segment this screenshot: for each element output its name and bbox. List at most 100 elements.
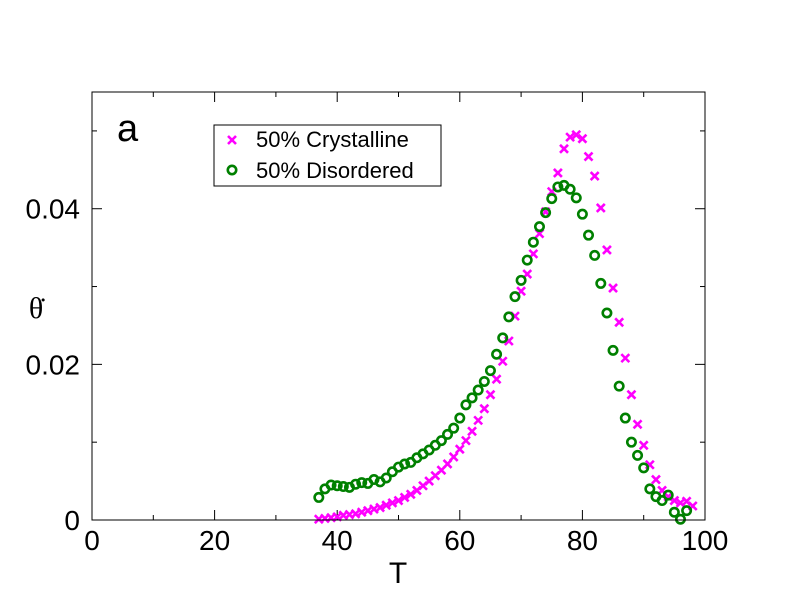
data-point-crystalline bbox=[399, 492, 410, 503]
data-point-crystalline bbox=[638, 440, 649, 451]
data-point-disordered bbox=[552, 181, 564, 193]
data-point-crystalline bbox=[497, 356, 508, 367]
data-point-disordered bbox=[350, 478, 362, 490]
data-point-disordered bbox=[521, 254, 533, 266]
data-point-disordered bbox=[356, 477, 368, 489]
data-point-disordered bbox=[497, 332, 509, 344]
data-point-disordered bbox=[533, 221, 545, 233]
y-tick-label: 0.04 bbox=[26, 194, 81, 225]
data-point-disordered bbox=[595, 277, 607, 289]
axis-tick-labels: 0 20 40 60 80 100 0 0.02 0.04 bbox=[26, 194, 729, 556]
data-point-disordered bbox=[337, 481, 349, 493]
data-point-disordered bbox=[674, 513, 686, 525]
data-point-crystalline bbox=[467, 426, 477, 437]
data-point-disordered bbox=[638, 462, 650, 474]
data-point-disordered bbox=[313, 491, 325, 503]
data-point-crystalline bbox=[559, 143, 569, 154]
series-disordered bbox=[313, 179, 693, 525]
plot-frame bbox=[91, 91, 706, 521]
data-point-crystalline bbox=[565, 132, 576, 143]
data-point-crystalline bbox=[620, 353, 631, 364]
data-point-crystalline bbox=[614, 317, 625, 328]
legend-marker-crystalline bbox=[227, 135, 237, 145]
data-point-crystalline bbox=[387, 497, 398, 508]
data-point-disordered bbox=[460, 399, 472, 411]
data-point-disordered bbox=[681, 505, 693, 517]
data-point-crystalline bbox=[571, 129, 582, 140]
data-point-disordered bbox=[442, 428, 454, 440]
data-point-disordered bbox=[454, 412, 466, 424]
data-point-disordered bbox=[515, 274, 527, 286]
data-point-disordered bbox=[435, 435, 447, 447]
data-point-crystalline bbox=[583, 151, 594, 162]
panel-label: a bbox=[117, 108, 139, 150]
y-tick-label: 0.02 bbox=[26, 349, 81, 380]
y-axis-label: θ̇ bbox=[29, 292, 45, 325]
data-point-crystalline bbox=[485, 389, 496, 400]
data-point-crystalline bbox=[381, 500, 392, 511]
data-point-crystalline bbox=[448, 452, 459, 462]
data-point-crystalline bbox=[608, 283, 618, 294]
data-point-crystalline bbox=[632, 419, 643, 430]
legend-symbol-o bbox=[226, 164, 238, 176]
x-tick-label: 100 bbox=[682, 525, 729, 556]
data-point-crystalline bbox=[595, 203, 606, 213]
legend: 50% Crystalline 50% Disordered bbox=[213, 124, 442, 187]
x-tick-label: 80 bbox=[567, 525, 598, 556]
data-point-disordered bbox=[491, 348, 503, 360]
data-point-crystalline bbox=[454, 444, 465, 455]
data-point-disordered bbox=[632, 449, 644, 461]
data-point-crystalline bbox=[479, 403, 490, 414]
data-point-disordered bbox=[380, 472, 392, 484]
data-point-disordered bbox=[613, 380, 625, 392]
data-point-disordered bbox=[466, 392, 478, 404]
data-point-crystalline bbox=[473, 415, 484, 426]
y-tick-label: 0 bbox=[64, 505, 80, 536]
x-axis-label: T bbox=[389, 557, 407, 590]
data-point-crystalline bbox=[577, 133, 588, 144]
x-tick-label: 20 bbox=[199, 525, 230, 556]
data-point-disordered bbox=[448, 422, 460, 434]
data-point-crystalline bbox=[375, 502, 386, 513]
legend-marker-disordered bbox=[226, 164, 238, 176]
data-point-disordered bbox=[656, 495, 668, 507]
data-point-disordered bbox=[607, 344, 619, 356]
data-point-disordered bbox=[331, 480, 343, 492]
legend-label-disordered: 50% Disordered bbox=[256, 158, 414, 183]
data-point-crystalline bbox=[589, 171, 600, 181]
data-point-crystalline bbox=[602, 245, 612, 255]
data-point-disordered bbox=[564, 183, 576, 195]
data-point-disordered bbox=[662, 489, 674, 501]
data-point-disordered bbox=[509, 291, 521, 303]
x-tick-label: 40 bbox=[322, 525, 353, 556]
legend-box bbox=[213, 124, 442, 187]
data-point-disordered bbox=[540, 207, 552, 219]
data-point-disordered bbox=[472, 384, 484, 396]
data-point-crystalline bbox=[651, 474, 661, 485]
data-point-crystalline bbox=[626, 389, 637, 400]
data-point-crystalline bbox=[393, 495, 404, 506]
x-tick-label: 0 bbox=[84, 525, 100, 556]
data-points bbox=[313, 129, 698, 525]
data-point-disordered bbox=[619, 412, 631, 424]
data-point-disordered bbox=[644, 483, 656, 495]
data-point-disordered bbox=[399, 458, 411, 470]
data-point-disordered bbox=[625, 436, 637, 448]
data-point-disordered bbox=[325, 479, 337, 491]
data-point-crystalline bbox=[461, 435, 471, 446]
data-point-disordered bbox=[668, 506, 680, 518]
data-point-disordered bbox=[583, 229, 595, 241]
data-point-crystalline bbox=[491, 374, 502, 385]
data-point-disordered bbox=[478, 375, 490, 387]
data-point-disordered bbox=[601, 307, 613, 319]
data-point-crystalline bbox=[405, 489, 416, 500]
data-point-disordered bbox=[484, 365, 496, 377]
legend-symbol-x bbox=[227, 135, 237, 145]
data-point-disordered bbox=[503, 311, 515, 323]
legend-label-crystalline: 50% Crystalline bbox=[256, 127, 409, 152]
data-point-disordered bbox=[589, 249, 601, 261]
data-point-disordered bbox=[576, 208, 588, 220]
data-point-disordered bbox=[546, 193, 558, 205]
